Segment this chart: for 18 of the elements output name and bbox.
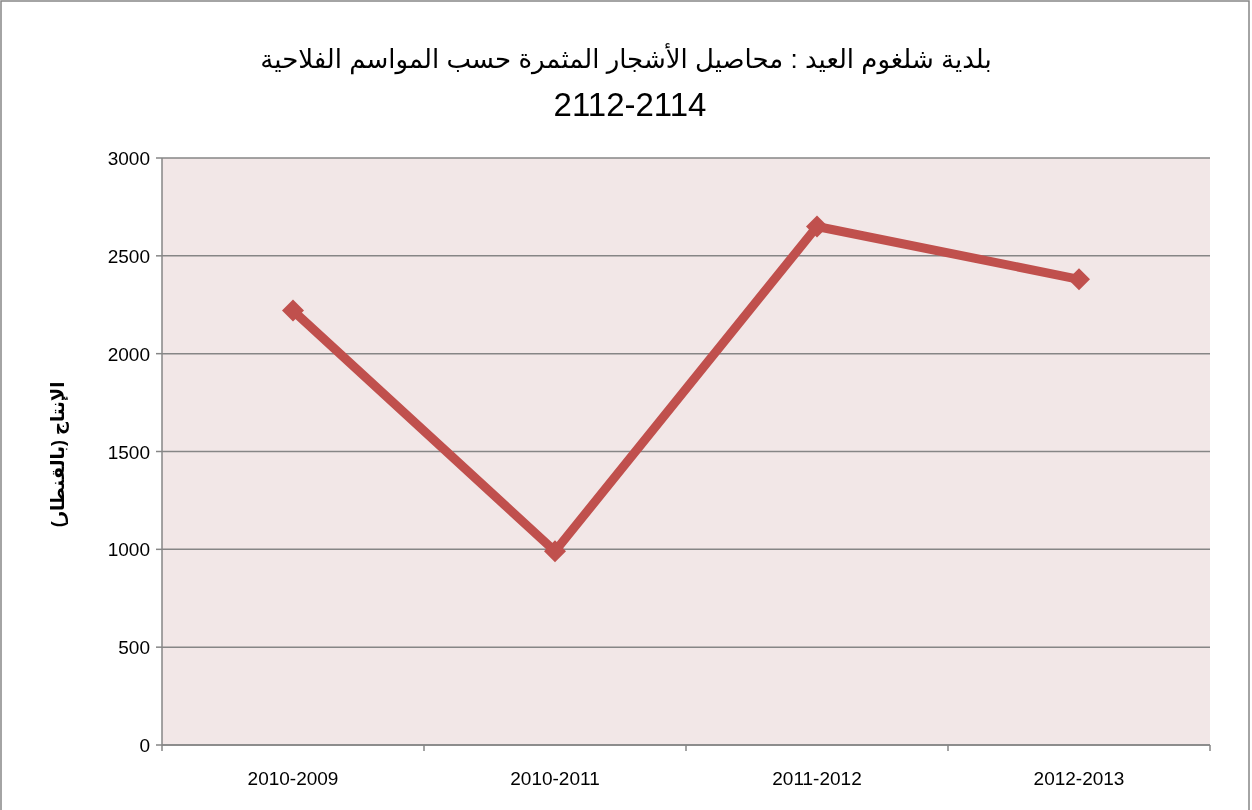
y-tick-label: 1000 bbox=[107, 539, 150, 561]
chart-subtitle: 2112-2114 bbox=[553, 86, 707, 123]
y-tick-label: 3000 bbox=[107, 148, 150, 169]
x-tick-label: 2010-2009 bbox=[247, 768, 339, 789]
x-tick-label: 2010-2011 bbox=[510, 768, 600, 789]
y-axis-title: الإنتاج (بالقنطار) bbox=[48, 381, 69, 528]
y-tick-label: 1500 bbox=[107, 441, 150, 463]
chart-title: بلدية شلغوم العيد : محاصيل الأشجار المثمرة حسب المواسم الفلاحية bbox=[260, 42, 992, 75]
y-tick-label: 2500 bbox=[107, 245, 150, 267]
x-tick-label: 2012-2013 bbox=[1033, 768, 1125, 789]
point bbox=[1068, 268, 1090, 291]
y-tick-label: 500 bbox=[118, 637, 150, 659]
y-tick-label: 2000 bbox=[107, 343, 150, 365]
x-tick-label: 2011-2012 bbox=[772, 768, 862, 789]
point bbox=[282, 299, 304, 322]
point bbox=[544, 540, 566, 563]
y-tick-label: 0 bbox=[139, 735, 150, 756]
point bbox=[806, 215, 828, 238]
